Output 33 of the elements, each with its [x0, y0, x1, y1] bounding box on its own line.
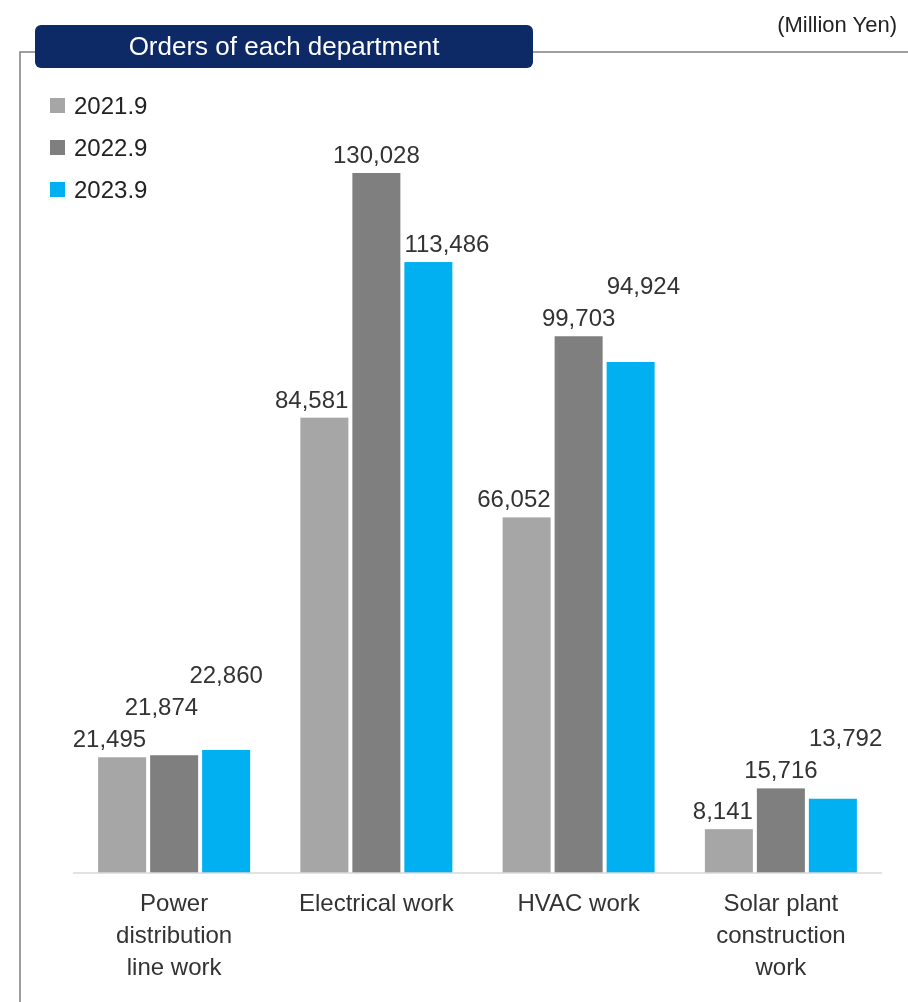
- bar: [300, 417, 349, 873]
- data-label: 8,141: [692, 797, 753, 825]
- bar: [704, 829, 753, 873]
- text: (Million Yen): [777, 12, 897, 37]
- legend-label: 2023.9: [74, 176, 148, 203]
- data-label: 94,924: [606, 272, 681, 300]
- data-label: 21,495: [72, 725, 147, 753]
- data-label: 15,716: [744, 756, 818, 784]
- data-label: 13,792: [808, 724, 883, 752]
- bar: [404, 262, 453, 873]
- bar: [502, 517, 551, 873]
- x-tick-label: Electrical work: [299, 889, 455, 916]
- x-tick-label: Power distribution line work: [116, 889, 233, 980]
- data-label: 84,581: [274, 385, 349, 413]
- data-label: 21,874: [124, 693, 199, 721]
- bar: [554, 336, 603, 873]
- legend-label: 2022.9: [74, 134, 148, 161]
- data-label: 113,486: [404, 230, 490, 258]
- bar: [98, 757, 147, 873]
- bar: [352, 173, 401, 873]
- data-label: 130,028: [332, 141, 420, 168]
- data-label: 22,860: [189, 661, 263, 689]
- bar: [202, 749, 251, 873]
- chart-title: Orders of each department: [128, 31, 441, 61]
- x-tick-label: HVAC work: [517, 889, 641, 916]
- bar: [606, 361, 655, 873]
- data-label: 99,703: [541, 304, 616, 332]
- x-tick-label: Solar plant construction work: [716, 889, 846, 980]
- bar: [756, 788, 805, 873]
- legend-label: 2021.9: [74, 92, 148, 119]
- bar: [150, 755, 199, 873]
- data-label: 66,052: [477, 485, 551, 513]
- bar: [808, 798, 857, 873]
